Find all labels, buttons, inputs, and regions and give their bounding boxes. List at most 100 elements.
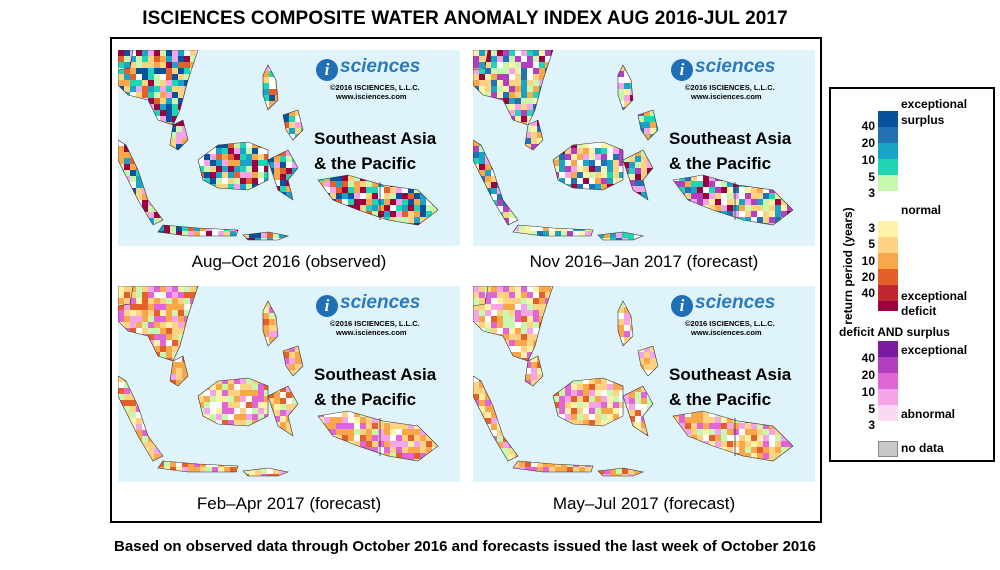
anomaly-cell bbox=[160, 298, 166, 304]
anomaly-cell bbox=[252, 148, 258, 154]
anomaly-cell bbox=[160, 304, 166, 310]
anomaly-cell bbox=[130, 182, 136, 188]
land-outline bbox=[473, 50, 554, 126]
anomaly-cell bbox=[336, 417, 342, 423]
anomaly-cell bbox=[172, 56, 178, 62]
anomaly-cell bbox=[366, 417, 372, 423]
land-outline bbox=[672, 410, 794, 462]
anomaly-cell bbox=[263, 301, 269, 307]
anomaly-cell bbox=[246, 172, 252, 178]
anomaly-cell bbox=[142, 116, 148, 122]
anomaly-cell bbox=[635, 150, 641, 156]
anomaly-cell bbox=[275, 95, 278, 101]
anomaly-cell bbox=[269, 95, 275, 101]
anomaly-cell bbox=[739, 435, 745, 441]
anomaly-cell bbox=[366, 441, 372, 447]
anomaly-cell bbox=[324, 459, 330, 461]
anomaly-cell bbox=[691, 441, 697, 447]
anomaly-cell bbox=[224, 225, 230, 231]
anomaly-cell bbox=[136, 286, 142, 292]
anomaly-cell bbox=[166, 68, 172, 74]
anomaly-cell bbox=[479, 424, 485, 430]
anomaly-cell bbox=[781, 447, 787, 453]
anomaly-cell bbox=[148, 68, 154, 74]
anomaly-cell bbox=[160, 442, 163, 448]
anomaly-cell bbox=[206, 225, 212, 231]
anomaly-cell bbox=[118, 182, 124, 188]
anomaly-cell bbox=[283, 358, 289, 364]
anomaly-cell bbox=[354, 223, 360, 225]
anomaly-cell bbox=[763, 453, 769, 459]
anomaly-cell bbox=[709, 459, 715, 461]
anomaly-cell bbox=[130, 322, 136, 328]
anomaly-cell bbox=[497, 304, 503, 310]
anomaly-cell bbox=[515, 122, 521, 125]
anomaly-cell bbox=[559, 142, 565, 148]
anomaly-cell bbox=[142, 388, 148, 394]
anomaly-cell bbox=[354, 205, 360, 211]
anomaly-cell bbox=[479, 176, 485, 182]
anomaly-cell bbox=[691, 453, 697, 459]
anomaly-cell bbox=[757, 435, 763, 441]
anomaly-cell bbox=[124, 442, 130, 448]
land-area bbox=[638, 110, 658, 140]
anomaly-cell bbox=[509, 110, 515, 116]
anomaly-cell bbox=[234, 396, 240, 402]
anomaly-cell bbox=[721, 187, 727, 193]
anomaly-cell bbox=[184, 98, 190, 104]
anomaly-cell bbox=[709, 193, 715, 199]
anomaly-cell bbox=[630, 71, 633, 77]
legend-swatch-no-data bbox=[878, 441, 898, 457]
anomaly-cell bbox=[497, 74, 503, 80]
anomaly-cell bbox=[509, 80, 515, 86]
anomaly-cell bbox=[130, 292, 136, 298]
anomaly-cell bbox=[196, 334, 198, 340]
anomaly-cell bbox=[292, 180, 298, 186]
anomaly-cell bbox=[589, 390, 595, 396]
map-panel: i sciences ©2016 ISCIENCES, L.L.C. www.isci… bbox=[473, 286, 815, 482]
anomaly-cell bbox=[485, 286, 491, 292]
anomaly-cell bbox=[545, 340, 551, 346]
anomaly-cell bbox=[130, 316, 136, 322]
anomaly-cell bbox=[583, 184, 589, 190]
anomaly-cell bbox=[485, 424, 491, 430]
anomaly-cell bbox=[733, 429, 739, 435]
anomaly-cell bbox=[739, 423, 745, 429]
anomaly-cell bbox=[384, 459, 390, 461]
anomaly-cell bbox=[118, 86, 124, 92]
anomaly-cell bbox=[527, 104, 533, 110]
anomaly-cell bbox=[757, 205, 763, 211]
anomaly-cell bbox=[638, 116, 644, 122]
anomaly-cell bbox=[118, 50, 124, 56]
anomaly-cell bbox=[160, 140, 163, 146]
anomaly-cell bbox=[130, 340, 136, 346]
anomaly-cell bbox=[124, 164, 130, 170]
anomaly-cell bbox=[583, 390, 589, 396]
anomaly-cell bbox=[354, 453, 360, 459]
anomaly-cell bbox=[184, 340, 190, 346]
anomaly-cell bbox=[473, 310, 479, 316]
anomaly-cell bbox=[184, 68, 190, 74]
anomaly-cell bbox=[354, 411, 360, 417]
anomaly-cell bbox=[390, 217, 396, 223]
anomaly-cell bbox=[246, 378, 252, 384]
anomaly-cell bbox=[432, 193, 438, 199]
anomaly-cell bbox=[703, 217, 709, 223]
anomaly-cell bbox=[697, 447, 703, 453]
anomaly-cell bbox=[503, 92, 509, 98]
anomaly-cell bbox=[366, 223, 372, 225]
anomaly-cell bbox=[763, 217, 769, 223]
anomaly-cell bbox=[497, 86, 503, 92]
anomaly-cell bbox=[301, 134, 303, 140]
anomaly-cell bbox=[473, 182, 479, 188]
anomaly-cell bbox=[124, 122, 130, 125]
anomaly-cell bbox=[402, 417, 408, 423]
anomaly-cell bbox=[503, 212, 509, 218]
anomaly-cell bbox=[733, 423, 739, 429]
anomaly-cell bbox=[537, 138, 543, 144]
logo-copyright: ©2016 ISCIENCES, L.L.C. bbox=[330, 83, 420, 92]
anomaly-cell bbox=[624, 337, 630, 343]
anomaly-cell bbox=[583, 378, 589, 384]
anomaly-cell bbox=[673, 453, 679, 459]
anomaly-cell bbox=[479, 400, 485, 406]
